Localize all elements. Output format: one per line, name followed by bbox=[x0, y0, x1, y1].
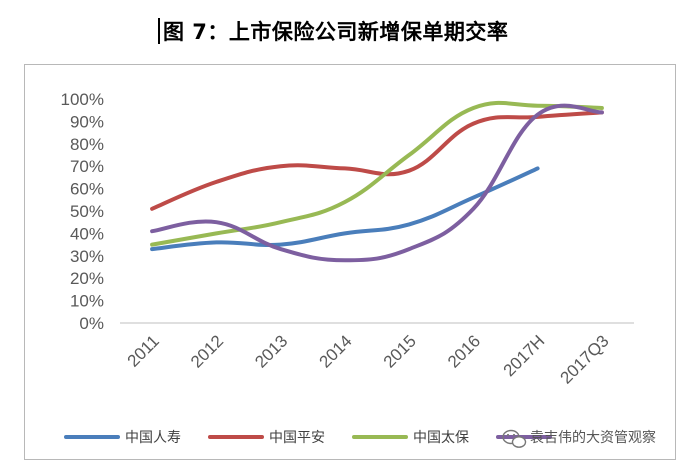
title-area: 图 7：上市保险公司新增保单期交率 bbox=[0, 0, 700, 52]
series-line bbox=[150, 110, 604, 211]
y-tick-label: 0% bbox=[79, 314, 104, 333]
legend: 中国人寿 中国平安 中国太保 bbox=[64, 429, 552, 446]
y-tick-label: 30% bbox=[70, 247, 104, 266]
legend-label: 中国平安 bbox=[269, 430, 325, 446]
y-tick-label: 90% bbox=[70, 112, 104, 131]
chart-title: 图 7：上市保险公司新增保单期交率 bbox=[163, 20, 509, 44]
x-axis-ticks: 2011 2012 2013 2014 2015 2016 2017H 2017Q3 bbox=[124, 331, 613, 387]
legend-label: 中国太保 bbox=[413, 430, 469, 446]
watermark-text: 袁吉伟的大资管观察 bbox=[530, 429, 656, 446]
x-tick-label: 2014 bbox=[316, 331, 356, 371]
y-tick-label: 60% bbox=[70, 180, 104, 199]
legend-label: 中国人寿 bbox=[125, 429, 181, 446]
x-tick-label: 2016 bbox=[444, 331, 484, 371]
x-tick-label: 2017Q3 bbox=[556, 331, 612, 387]
series-line bbox=[150, 166, 540, 252]
y-tick-label: 80% bbox=[70, 135, 104, 154]
y-tick-label: 40% bbox=[70, 224, 104, 243]
series-line bbox=[150, 103, 604, 263]
chart-frame bbox=[24, 64, 676, 460]
y-tick-label: 10% bbox=[70, 292, 104, 311]
legend-item: 中国人寿 bbox=[64, 429, 181, 446]
series-lines bbox=[150, 100, 604, 263]
title-marker bbox=[158, 18, 160, 44]
x-tick-label: 2012 bbox=[187, 331, 227, 371]
y-axis-ticks: 100% 90% 80% 70% 60% 50% 40% 30% 20% 10% 0% bbox=[61, 90, 104, 333]
legend-item: 中国太保 bbox=[352, 430, 469, 446]
legend-item: 中国平安 bbox=[208, 430, 325, 446]
x-tick-label: 2015 bbox=[380, 331, 420, 371]
series-line bbox=[150, 100, 604, 247]
x-tick-label: 2017H bbox=[500, 331, 549, 380]
wechat-icon bbox=[502, 429, 527, 448]
y-tick-label: 70% bbox=[70, 157, 104, 176]
y-tick-label: 100% bbox=[61, 90, 104, 109]
x-tick-label: 2011 bbox=[124, 331, 163, 370]
y-tick-label: 50% bbox=[70, 202, 104, 221]
y-tick-label: 20% bbox=[70, 269, 104, 288]
x-tick-label: 2013 bbox=[251, 331, 291, 371]
watermark: 袁吉伟的大资管观察 bbox=[502, 429, 656, 448]
